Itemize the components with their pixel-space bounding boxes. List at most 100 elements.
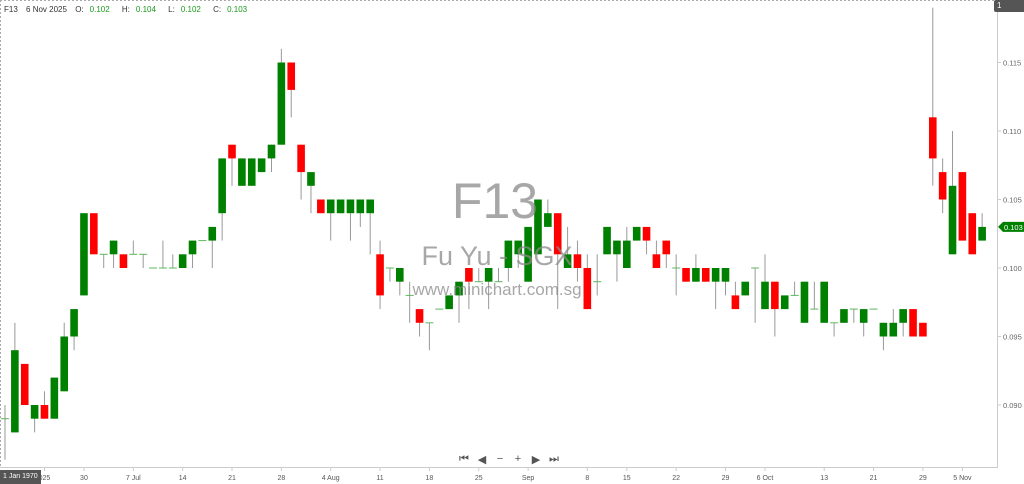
candle xyxy=(228,144,236,186)
candle xyxy=(356,199,365,227)
candle xyxy=(129,240,138,255)
candle xyxy=(1,405,9,460)
candle xyxy=(938,158,947,214)
candle xyxy=(60,322,69,392)
candle xyxy=(445,295,453,310)
candle-body xyxy=(90,213,98,255)
candle-body xyxy=(297,144,305,173)
candle xyxy=(455,281,463,323)
candle xyxy=(810,281,819,310)
watermark-site: www.minichart.com.sg xyxy=(412,280,582,299)
open-label: O: xyxy=(75,5,84,14)
candle xyxy=(711,268,720,310)
candle-body xyxy=(879,322,888,337)
candle xyxy=(90,213,98,255)
candle xyxy=(484,268,493,310)
candle xyxy=(613,240,621,282)
candle xyxy=(317,199,325,214)
candle-body xyxy=(544,213,552,227)
symbol: F13 xyxy=(4,5,18,14)
low-value: 0.102 xyxy=(180,5,201,14)
candle xyxy=(188,240,197,268)
candle-body xyxy=(20,363,29,405)
candle-body xyxy=(119,254,128,268)
candle xyxy=(30,405,39,433)
chart-navigation: ⏮ ◀ − + ▶ ⏭ xyxy=(458,453,560,466)
open-value: 0.102 xyxy=(89,5,110,14)
candle-body xyxy=(840,309,848,323)
prev-icon[interactable]: ◀ xyxy=(477,454,487,466)
candle xyxy=(277,48,286,145)
next-icon[interactable]: ▶ xyxy=(531,454,541,466)
candle-body xyxy=(60,336,69,392)
candle xyxy=(642,226,651,255)
candle xyxy=(376,240,384,310)
x-tick-label: 14 xyxy=(179,475,187,482)
candle xyxy=(208,226,217,268)
candle xyxy=(504,240,513,282)
candle-body xyxy=(484,268,493,282)
x-tick-label: 25 xyxy=(475,475,483,482)
candle xyxy=(800,281,809,323)
candle-body xyxy=(652,254,661,268)
candle xyxy=(603,226,611,255)
candle xyxy=(909,309,917,337)
candle xyxy=(178,254,187,268)
candle xyxy=(849,308,858,323)
candle xyxy=(158,240,167,269)
candle xyxy=(919,322,927,337)
candle xyxy=(662,240,671,268)
candle-body xyxy=(188,240,197,255)
first-icon[interactable]: ⏮ xyxy=(459,453,469,465)
x-tick-label: 7 Jul xyxy=(126,475,141,482)
candle xyxy=(70,309,78,351)
candle-body xyxy=(662,240,671,255)
candle xyxy=(297,144,305,200)
candle-body xyxy=(928,117,937,159)
candle-body xyxy=(336,199,345,214)
candle xyxy=(385,267,394,282)
candle xyxy=(899,309,907,337)
y-tick-label: 0.105 xyxy=(1003,196,1022,205)
candle xyxy=(238,158,246,186)
candle xyxy=(40,391,49,419)
candle-body xyxy=(682,268,690,282)
candle-body xyxy=(642,226,651,241)
candle-body xyxy=(218,158,226,214)
last-icon[interactable]: ⏭ xyxy=(549,453,559,465)
zoom-in-icon[interactable]: + xyxy=(514,453,522,465)
candle-body xyxy=(780,295,789,310)
candle-body xyxy=(445,295,453,310)
candle xyxy=(326,199,335,241)
candle xyxy=(287,62,296,118)
x-tick-label: 22 xyxy=(672,475,680,482)
candle xyxy=(474,268,483,283)
x-tick-label: 6 Oct xyxy=(757,475,774,482)
x-tick-label: 15 xyxy=(623,475,631,482)
candle xyxy=(652,240,661,268)
y-tick-label: 0.095 xyxy=(1003,333,1022,342)
candle xyxy=(396,268,404,296)
candle xyxy=(701,268,710,282)
candle xyxy=(218,158,226,241)
x-tick-label: 4 Aug xyxy=(322,475,340,482)
x-tick-label: 29 xyxy=(919,475,927,482)
candle xyxy=(830,322,839,337)
candle-body xyxy=(820,281,829,323)
zoom-out-icon[interactable]: − xyxy=(496,453,504,465)
candle xyxy=(741,281,750,296)
candle xyxy=(415,309,424,337)
candle xyxy=(307,172,315,214)
candle-body xyxy=(938,172,947,200)
watermark-code: F13 xyxy=(451,173,539,229)
candle-body xyxy=(356,199,365,214)
candle-body xyxy=(721,268,730,282)
watermark-name: Fu Yu - SGX xyxy=(421,241,573,271)
candle xyxy=(948,131,957,255)
candle xyxy=(80,213,88,296)
candle xyxy=(563,226,572,268)
candle xyxy=(168,254,177,269)
candle xyxy=(465,268,473,310)
candle xyxy=(978,213,986,241)
